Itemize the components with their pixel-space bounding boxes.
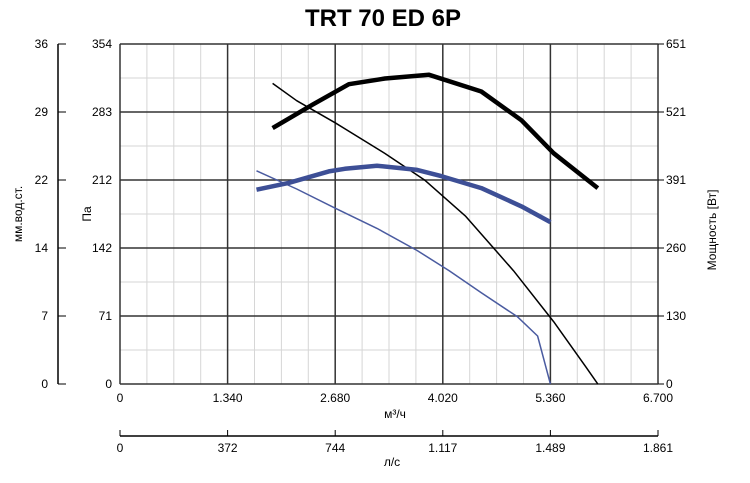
pressure-tick-label: 71 bbox=[99, 309, 113, 323]
mm-tick-label: 0 bbox=[41, 377, 48, 391]
x-tick-label: 2.680 bbox=[320, 391, 350, 405]
series-line-2 bbox=[271, 72, 600, 190]
x2-tick-label: 1.117 bbox=[428, 441, 457, 455]
pressure-tick-label: 142 bbox=[92, 241, 112, 255]
x2-tick-label: 372 bbox=[218, 441, 238, 455]
x2-tick-label: 0 bbox=[117, 441, 124, 455]
pressure-tick-label: 283 bbox=[92, 105, 112, 119]
chart-axes: 0 71 142 212 283 354 0 7 14 22 29 36 0 130 260 391 521 65… bbox=[35, 37, 687, 455]
x2-tick-label: 1.861 bbox=[643, 441, 673, 455]
power-tick-label: 391 bbox=[666, 173, 686, 187]
series-line-3 bbox=[256, 170, 552, 385]
power-tick-label: 0 bbox=[666, 377, 673, 391]
series-line-4 bbox=[256, 163, 552, 225]
power-tick-label: 260 bbox=[666, 241, 686, 255]
x-tick-label: 5.360 bbox=[535, 391, 565, 405]
mm-tick-label: 22 bbox=[35, 173, 49, 187]
pressure-axis-label: Па bbox=[80, 206, 94, 222]
mm-tick-label: 7 bbox=[41, 309, 48, 323]
mm-tick-label: 36 bbox=[35, 37, 49, 51]
chart-grid bbox=[119, 43, 659, 385]
chart-series-layer bbox=[256, 72, 600, 385]
pressure-tick-label: 212 bbox=[92, 173, 112, 187]
x-tick-label: 1.340 bbox=[213, 391, 243, 405]
power-tick-label: 651 bbox=[666, 37, 686, 51]
pressure-tick-label: 354 bbox=[92, 37, 112, 51]
pressure-tick-label: 0 bbox=[105, 377, 112, 391]
mm-tick-label: 14 bbox=[35, 241, 49, 255]
power-axis-label: Мощность [Вт] bbox=[705, 190, 719, 271]
x2-tick-label: 744 bbox=[325, 441, 345, 455]
power-tick-label: 130 bbox=[666, 309, 686, 323]
x-tick-label: 0 bbox=[117, 391, 124, 405]
mm-axis-label: мм.вод.ст. bbox=[11, 186, 25, 242]
series-line-1 bbox=[272, 82, 599, 385]
x-tick-label: 4.020 bbox=[428, 391, 458, 405]
x2-axis-label: л/с bbox=[384, 455, 400, 469]
power-tick-label: 521 bbox=[666, 105, 686, 119]
x2-tick-label: 1.489 bbox=[535, 441, 565, 455]
chart-title: TRT 70 ED 6P bbox=[305, 5, 461, 32]
x-axis-label: м³/ч bbox=[384, 407, 406, 421]
mm-tick-label: 29 bbox=[35, 105, 49, 119]
x-tick-label: 6.700 bbox=[643, 391, 673, 405]
